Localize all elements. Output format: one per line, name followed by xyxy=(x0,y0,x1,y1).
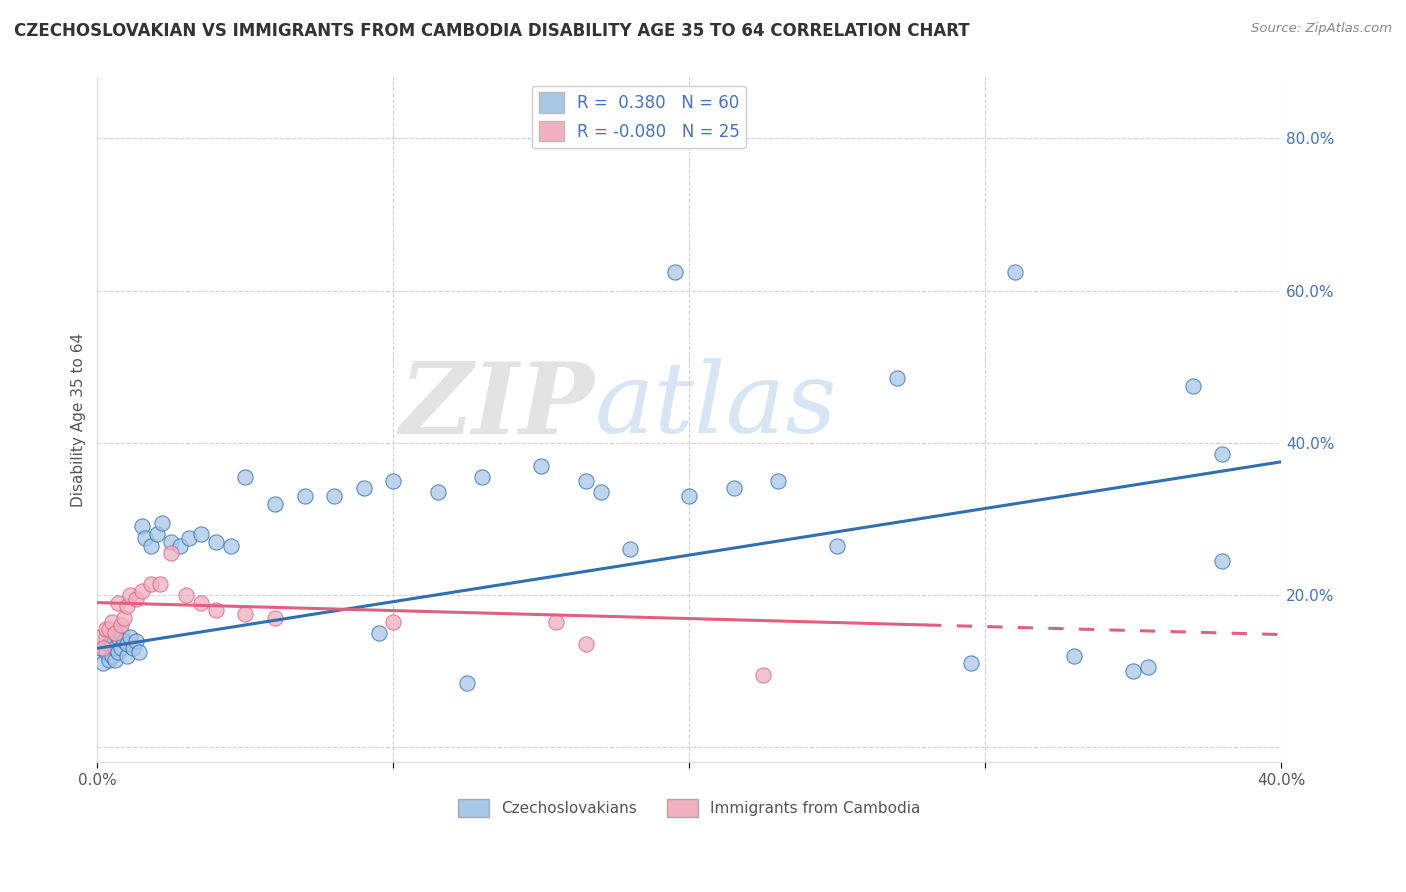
Point xyxy=(886,371,908,385)
Point xyxy=(134,531,156,545)
Point xyxy=(766,474,789,488)
Point xyxy=(204,534,226,549)
Point xyxy=(160,546,183,560)
Point xyxy=(1063,648,1085,663)
Point xyxy=(89,630,111,644)
Point xyxy=(125,633,148,648)
Point xyxy=(128,645,150,659)
Point xyxy=(110,618,132,632)
Point xyxy=(96,645,118,659)
Point xyxy=(367,626,389,640)
Point xyxy=(160,534,183,549)
Point xyxy=(664,264,686,278)
Text: ZIP: ZIP xyxy=(399,358,595,455)
Point xyxy=(104,626,127,640)
Point xyxy=(112,633,135,648)
Point xyxy=(575,637,598,651)
Point xyxy=(589,485,612,500)
Text: CZECHOSLOVAKIAN VS IMMIGRANTS FROM CAMBODIA DISABILITY AGE 35 TO 64 CORRELATION : CZECHOSLOVAKIAN VS IMMIGRANTS FROM CAMBO… xyxy=(14,22,970,40)
Point xyxy=(471,470,494,484)
Point xyxy=(169,539,191,553)
Point xyxy=(546,615,568,629)
Point xyxy=(101,633,124,648)
Point xyxy=(110,626,132,640)
Point xyxy=(174,588,197,602)
Point xyxy=(152,516,174,530)
Point xyxy=(122,641,145,656)
Point xyxy=(235,470,257,484)
Point xyxy=(101,615,124,629)
Point xyxy=(110,641,132,656)
Point xyxy=(96,630,118,644)
Point xyxy=(219,539,242,553)
Point xyxy=(98,637,121,651)
Point xyxy=(104,653,127,667)
Point xyxy=(107,630,129,644)
Point xyxy=(115,648,138,663)
Legend: Czechoslovakians, Immigrants from Cambodia: Czechoslovakians, Immigrants from Cambod… xyxy=(453,792,927,823)
Point xyxy=(426,485,449,500)
Point xyxy=(382,474,405,488)
Point xyxy=(118,630,141,644)
Text: atlas: atlas xyxy=(595,359,838,454)
Point xyxy=(827,539,849,553)
Point xyxy=(204,603,226,617)
Point xyxy=(323,489,346,503)
Point xyxy=(1122,664,1144,678)
Point xyxy=(235,607,257,621)
Point xyxy=(678,489,700,503)
Point xyxy=(190,527,212,541)
Point xyxy=(118,588,141,602)
Point xyxy=(101,648,124,663)
Point xyxy=(91,657,114,671)
Point xyxy=(1211,447,1233,461)
Point xyxy=(112,611,135,625)
Point xyxy=(382,615,405,629)
Point xyxy=(264,497,287,511)
Point xyxy=(98,622,121,636)
Point xyxy=(190,596,212,610)
Point xyxy=(294,489,316,503)
Point xyxy=(264,611,287,625)
Point xyxy=(1211,554,1233,568)
Point xyxy=(125,591,148,606)
Point xyxy=(619,542,641,557)
Point xyxy=(145,527,167,541)
Point xyxy=(530,458,553,473)
Point xyxy=(89,641,111,656)
Point xyxy=(131,584,153,599)
Point xyxy=(96,622,118,636)
Point xyxy=(115,637,138,651)
Point xyxy=(353,482,375,496)
Point xyxy=(1181,378,1204,392)
Point xyxy=(91,641,114,656)
Point xyxy=(1004,264,1026,278)
Point xyxy=(131,519,153,533)
Point xyxy=(104,641,127,656)
Point xyxy=(148,576,170,591)
Point xyxy=(139,576,162,591)
Point xyxy=(456,675,478,690)
Point xyxy=(575,474,598,488)
Point xyxy=(752,668,775,682)
Point xyxy=(723,482,745,496)
Point xyxy=(139,539,162,553)
Point xyxy=(107,645,129,659)
Point xyxy=(1137,660,1160,674)
Point xyxy=(107,596,129,610)
Text: Source: ZipAtlas.com: Source: ZipAtlas.com xyxy=(1251,22,1392,36)
Point xyxy=(115,599,138,614)
Point xyxy=(179,531,201,545)
Point xyxy=(98,653,121,667)
Y-axis label: Disability Age 35 to 64: Disability Age 35 to 64 xyxy=(72,333,86,507)
Point xyxy=(959,657,981,671)
